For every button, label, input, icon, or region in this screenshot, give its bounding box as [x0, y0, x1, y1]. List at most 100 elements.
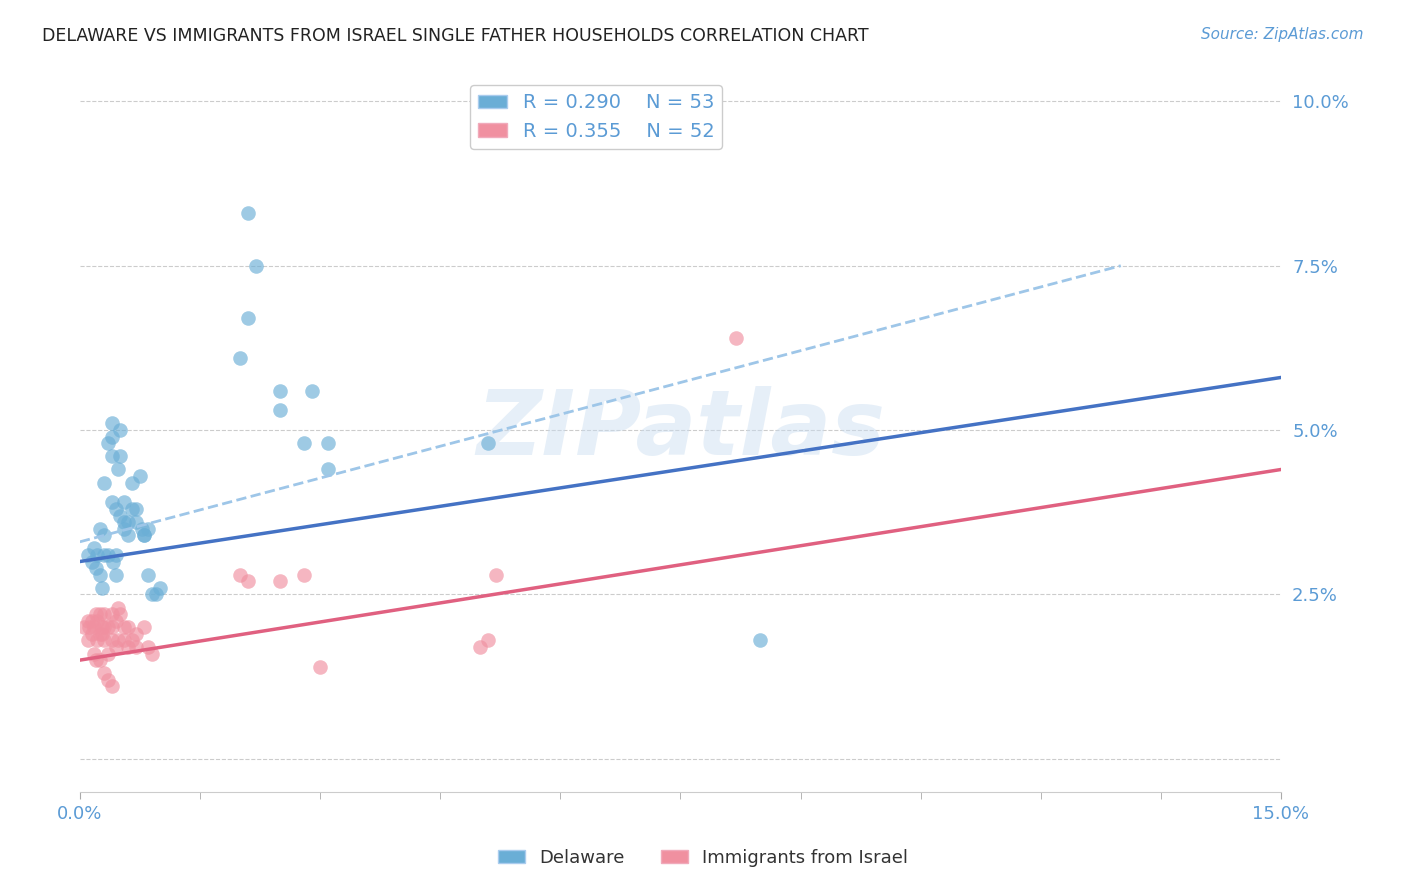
Delaware [83, 541, 105, 556]
Text: ZIPatlas: ZIPatlas [475, 386, 884, 474]
Delaware [131, 522, 153, 536]
Delaware [292, 436, 315, 450]
Delaware [93, 475, 115, 490]
Delaware [91, 581, 114, 595]
Immigrants from Israel [84, 607, 107, 621]
Immigrants from Israel [80, 614, 103, 628]
Immigrants from Israel [83, 647, 105, 661]
Delaware [84, 561, 107, 575]
Delaware [132, 528, 155, 542]
Delaware [104, 502, 127, 516]
Delaware [132, 528, 155, 542]
Immigrants from Israel [725, 331, 748, 345]
Immigrants from Israel [107, 633, 129, 648]
Immigrants from Israel [477, 633, 499, 648]
Delaware [103, 555, 125, 569]
Immigrants from Israel [117, 620, 139, 634]
Delaware [101, 495, 124, 509]
Delaware [301, 384, 323, 398]
Immigrants from Israel [86, 633, 108, 648]
Immigrants from Israel [269, 574, 291, 589]
Delaware [145, 587, 167, 601]
Immigrants from Israel [89, 627, 111, 641]
Immigrants from Israel [485, 567, 508, 582]
Immigrants from Israel [292, 567, 315, 582]
Immigrants from Israel [89, 607, 111, 621]
Immigrants from Israel [136, 640, 159, 654]
Immigrants from Israel [309, 659, 332, 673]
Immigrants from Israel [93, 620, 115, 634]
Immigrants from Israel [76, 633, 98, 648]
Immigrants from Israel [101, 633, 124, 648]
Delaware [112, 495, 135, 509]
Delaware [141, 587, 163, 601]
Immigrants from Israel [104, 614, 127, 628]
Immigrants from Israel [108, 607, 131, 621]
Delaware [112, 522, 135, 536]
Immigrants from Israel [97, 673, 120, 687]
Immigrants from Israel [83, 620, 105, 634]
Immigrants from Israel [101, 620, 124, 634]
Immigrants from Israel [80, 627, 103, 641]
Delaware [269, 403, 291, 417]
Immigrants from Israel [112, 633, 135, 648]
Delaware [89, 567, 111, 582]
Delaware [236, 206, 259, 220]
Immigrants from Israel [76, 614, 98, 628]
Delaware [129, 469, 152, 483]
Delaware [89, 522, 111, 536]
Immigrants from Israel [236, 574, 259, 589]
Legend: Delaware, Immigrants from Israel: Delaware, Immigrants from Israel [491, 842, 915, 874]
Delaware [108, 423, 131, 437]
Delaware [749, 633, 772, 648]
Delaware [97, 436, 120, 450]
Immigrants from Israel [93, 633, 115, 648]
Immigrants from Israel [125, 640, 148, 654]
Delaware [97, 548, 120, 562]
Delaware [316, 436, 339, 450]
Delaware [93, 528, 115, 542]
Immigrants from Israel [121, 633, 143, 648]
Delaware [229, 351, 252, 365]
Immigrants from Israel [91, 627, 114, 641]
Immigrants from Israel [97, 620, 120, 634]
Delaware [236, 311, 259, 326]
Immigrants from Israel [112, 620, 135, 634]
Delaware [101, 450, 124, 464]
Delaware [245, 259, 267, 273]
Immigrants from Israel [101, 607, 124, 621]
Delaware [108, 450, 131, 464]
Delaware [117, 528, 139, 542]
Immigrants from Israel [73, 620, 96, 634]
Delaware [86, 548, 108, 562]
Delaware [104, 548, 127, 562]
Immigrants from Israel [229, 567, 252, 582]
Delaware [125, 502, 148, 516]
Immigrants from Israel [86, 614, 108, 628]
Delaware [125, 515, 148, 529]
Delaware [76, 548, 98, 562]
Legend: R = 0.290    N = 53, R = 0.355    N = 52: R = 0.290 N = 53, R = 0.355 N = 52 [471, 86, 723, 149]
Delaware [136, 567, 159, 582]
Immigrants from Israel [79, 620, 101, 634]
Text: Source: ZipAtlas.com: Source: ZipAtlas.com [1201, 27, 1364, 42]
Text: DELAWARE VS IMMIGRANTS FROM ISRAEL SINGLE FATHER HOUSEHOLDS CORRELATION CHART: DELAWARE VS IMMIGRANTS FROM ISRAEL SINGL… [42, 27, 869, 45]
Immigrants from Israel [125, 627, 148, 641]
Delaware [136, 522, 159, 536]
Immigrants from Israel [117, 640, 139, 654]
Delaware [117, 515, 139, 529]
Immigrants from Israel [470, 640, 492, 654]
Delaware [269, 384, 291, 398]
Immigrants from Israel [89, 653, 111, 667]
Delaware [316, 462, 339, 476]
Immigrants from Israel [97, 647, 120, 661]
Delaware [107, 462, 129, 476]
Immigrants from Israel [132, 620, 155, 634]
Immigrants from Israel [141, 647, 163, 661]
Immigrants from Israel [101, 680, 124, 694]
Immigrants from Israel [91, 620, 114, 634]
Delaware [101, 429, 124, 443]
Delaware [101, 417, 124, 431]
Immigrants from Israel [107, 600, 129, 615]
Delaware [477, 436, 499, 450]
